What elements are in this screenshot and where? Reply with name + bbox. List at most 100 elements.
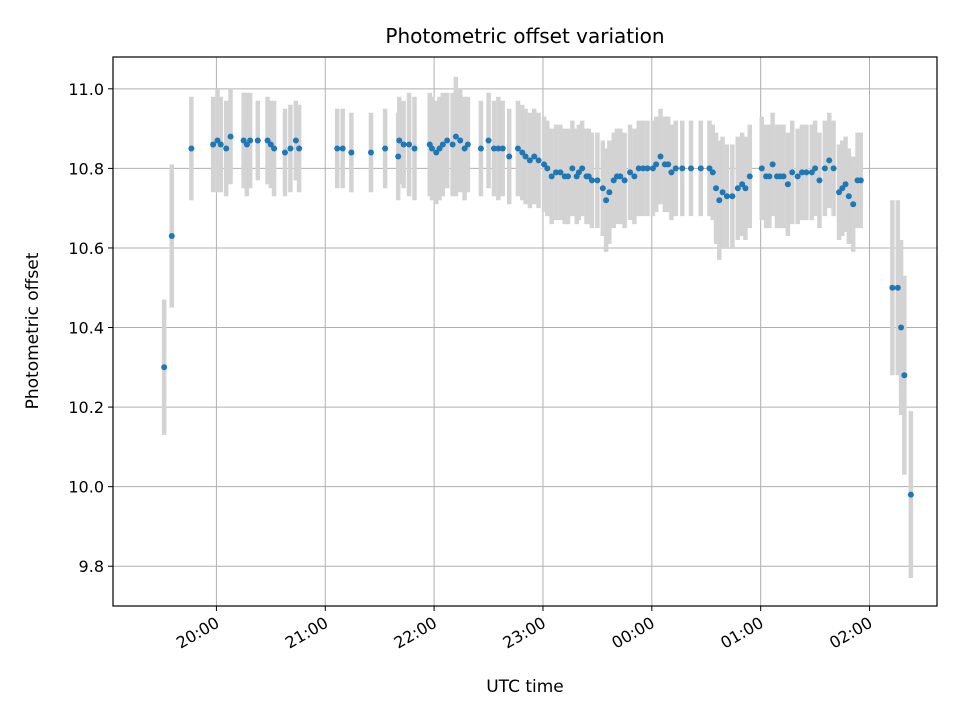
data-point xyxy=(845,193,852,200)
y-tick-label: 10.6 xyxy=(68,239,104,258)
data-point xyxy=(296,145,303,152)
data-point xyxy=(599,185,606,192)
x-tick-label: 01:00 xyxy=(717,613,766,653)
data-point xyxy=(687,165,694,172)
data-point xyxy=(439,141,446,148)
data-point xyxy=(485,137,492,144)
data-point xyxy=(706,165,713,172)
data-point xyxy=(461,145,468,152)
data-point xyxy=(227,133,234,140)
data-point xyxy=(635,165,642,172)
data-point xyxy=(557,169,564,176)
data-point xyxy=(812,165,819,172)
data-point xyxy=(339,145,346,152)
data-point xyxy=(603,197,610,204)
data-point xyxy=(742,185,749,192)
y-tick-label: 10.0 xyxy=(68,478,104,497)
data-point xyxy=(348,149,355,156)
data-point xyxy=(594,177,601,184)
data-point xyxy=(411,145,418,152)
data-point xyxy=(672,165,679,172)
data-point xyxy=(541,161,548,168)
data-point xyxy=(161,364,168,371)
data-point xyxy=(499,145,506,152)
data-point xyxy=(830,165,837,172)
data-point xyxy=(569,165,576,172)
data-point xyxy=(514,145,521,152)
data-point xyxy=(894,284,901,291)
data-point xyxy=(553,169,560,176)
data-point xyxy=(821,165,828,172)
data-point xyxy=(716,197,723,204)
data-point xyxy=(564,173,571,180)
data-point xyxy=(544,165,551,172)
data-point xyxy=(723,193,730,200)
data-point xyxy=(585,173,592,180)
data-point xyxy=(769,161,776,168)
data-point xyxy=(535,157,542,164)
data-point xyxy=(575,169,582,176)
data-point xyxy=(631,173,638,180)
data-point xyxy=(713,185,720,192)
data-point xyxy=(287,145,294,152)
data-point xyxy=(907,491,914,498)
data-point xyxy=(836,189,843,196)
y-tick-label: 11.0 xyxy=(68,80,104,99)
data-point xyxy=(449,141,456,148)
x-axis-title: UTC time xyxy=(486,677,564,697)
data-point xyxy=(457,137,464,144)
y-tick-label: 10.8 xyxy=(68,159,104,178)
x-tick-label: 02:00 xyxy=(826,613,875,653)
data-point xyxy=(709,169,716,176)
y-axis-title: Photometric offset xyxy=(23,252,43,409)
data-point xyxy=(428,145,435,152)
data-point xyxy=(367,149,374,156)
data-point xyxy=(803,169,810,176)
data-point xyxy=(644,165,651,172)
x-tick-label: 21:00 xyxy=(282,613,331,653)
data-point xyxy=(668,169,675,176)
data-point xyxy=(188,145,195,152)
data-point xyxy=(789,169,796,176)
data-point xyxy=(464,141,471,148)
data-point xyxy=(495,145,502,152)
data-point xyxy=(799,169,806,176)
data-point xyxy=(653,161,660,168)
data-point xyxy=(490,145,497,152)
data-point xyxy=(433,149,440,156)
data-point xyxy=(452,133,459,140)
data-point xyxy=(627,169,634,176)
data-point xyxy=(400,141,407,148)
data-point xyxy=(214,137,221,144)
data-point xyxy=(657,153,664,160)
data-point xyxy=(808,169,815,176)
data-point xyxy=(606,189,613,196)
data-point xyxy=(640,165,647,172)
data-point xyxy=(519,149,526,156)
data-point xyxy=(247,137,254,144)
data-point xyxy=(292,137,299,144)
data-point xyxy=(649,165,656,172)
data-point xyxy=(168,233,175,240)
data-point xyxy=(719,189,726,196)
data-point xyxy=(794,173,801,180)
data-point xyxy=(901,372,908,379)
data-point xyxy=(406,141,413,148)
data-point xyxy=(436,145,443,152)
data-point xyxy=(665,161,672,168)
data-point xyxy=(588,177,595,184)
data-point xyxy=(734,185,741,192)
data-point xyxy=(780,173,787,180)
x-tick-label: 23:00 xyxy=(500,613,549,653)
data-point xyxy=(477,145,484,152)
data-point xyxy=(739,181,746,188)
data-point xyxy=(210,141,217,148)
x-tick-label: 22:00 xyxy=(391,613,440,653)
data-point xyxy=(522,153,529,160)
data-point xyxy=(729,193,736,200)
data-point xyxy=(223,145,230,152)
data-point xyxy=(857,177,864,184)
data-point xyxy=(579,165,586,172)
data-point xyxy=(842,181,849,188)
